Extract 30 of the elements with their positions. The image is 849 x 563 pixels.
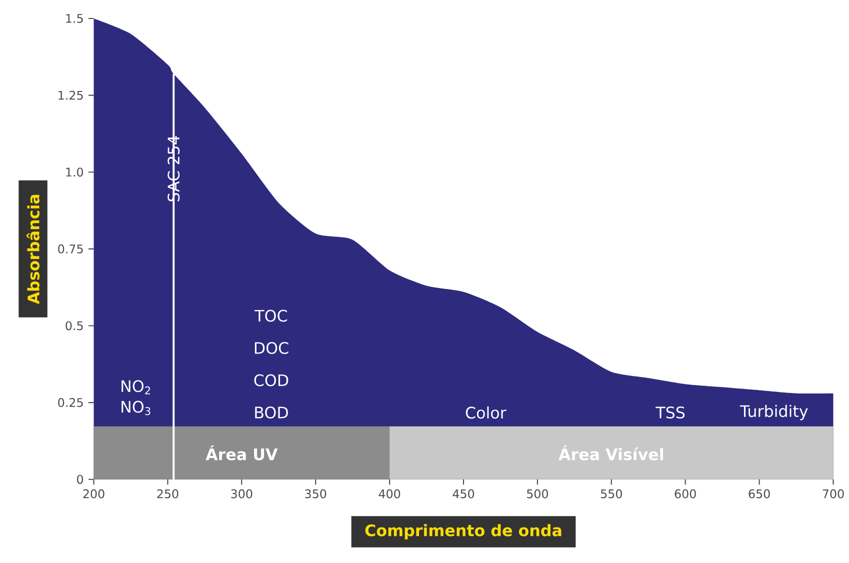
annotation: Turbidity: [740, 405, 808, 420]
x-tick-label: 700: [822, 490, 844, 499]
x-axis-title: Comprimento de onda: [365, 524, 562, 540]
y-tick-label: 1.25: [58, 91, 83, 100]
x-tick-label: 300: [231, 490, 252, 499]
annotation: TSS: [656, 406, 685, 419]
y-tick-label: 0.75: [58, 244, 83, 254]
x-tick-label: 650: [748, 490, 770, 499]
annotation: TOC: [254, 310, 287, 322]
y-tick-label: 1.0: [66, 168, 84, 177]
annotation: COD: [254, 374, 288, 386]
x-tick-label: 550: [600, 490, 622, 499]
x-tick-label: 500: [527, 490, 548, 499]
annotation: Color: [466, 406, 506, 419]
y-tick-label: 1.5: [66, 14, 83, 24]
x-tick-label: 450: [452, 490, 474, 499]
x-tick-label: 400: [378, 490, 400, 499]
annotation: NO$_{2}$: [122, 380, 150, 394]
x-tick-label: 600: [674, 490, 696, 499]
y-tick-label: 0: [77, 475, 84, 484]
x-tick-label: 350: [305, 490, 326, 499]
x-tick-label: 200: [83, 490, 104, 499]
y-axis-title: Absorbância: [26, 195, 40, 304]
annotation: BOD: [255, 406, 288, 419]
x-tick-label: 250: [157, 490, 178, 499]
annotation: DOC: [254, 342, 288, 354]
y-tick-label: 0.5: [66, 321, 83, 330]
annotation: NO$_{3}$: [122, 400, 150, 416]
band-label: Área UV: [206, 446, 278, 461]
y-tick-label: 0.25: [58, 398, 83, 408]
